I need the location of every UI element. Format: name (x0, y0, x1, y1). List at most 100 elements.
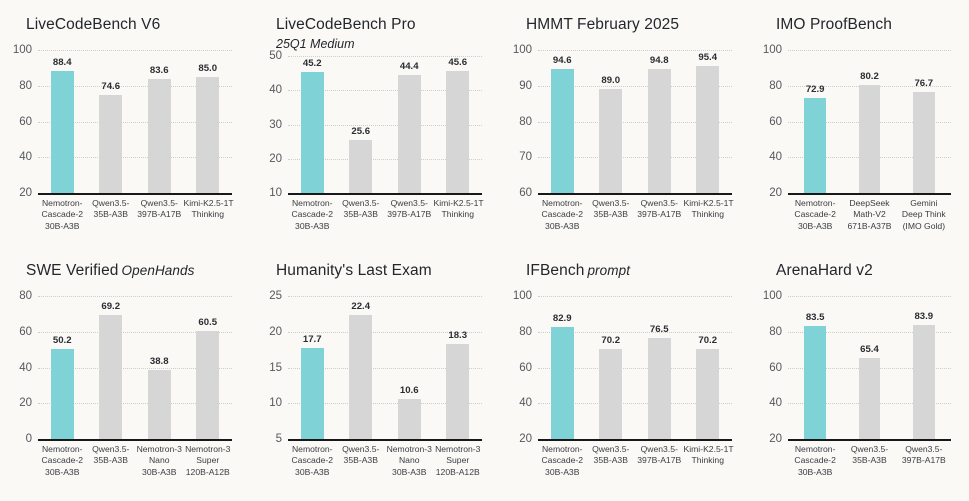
bar-value-label: 69.2 (101, 301, 121, 313)
chart-title: SWE Verified OpenHands (26, 262, 194, 280)
y-axis-tick-label: 30 (269, 118, 282, 131)
gridline (288, 158, 482, 160)
chart-title-qualifier: prompt (587, 263, 631, 278)
y-axis-tick-label: 100 (762, 290, 782, 302)
x-axis-category-label: Nemotron-3 Nano 30B-A3B (136, 444, 182, 477)
y-axis-tick-label: 20 (769, 187, 782, 199)
bar-value-label: 85.0 (198, 62, 218, 74)
gridline (538, 331, 732, 333)
y-axis-tick-label: 80 (769, 79, 782, 92)
chart-title-main: LiveCodeBench V6 (26, 16, 161, 33)
gridline (38, 331, 232, 333)
x-axis-category-label: Qwen3.5- 397B-A17B (387, 198, 432, 220)
x-axis-category-label: Qwen3.5- 397B-A17B (637, 444, 682, 466)
gridline (38, 121, 232, 123)
bar-value-label: 70.2 (698, 335, 718, 347)
bar: 18.3 (446, 330, 470, 439)
gridline (38, 296, 232, 297)
y-axis-tick-label: 50 (269, 50, 282, 62)
bar-value-label: 72.9 (805, 84, 825, 96)
bar-value-label: 89.0 (601, 75, 621, 87)
bar: 89.0 (599, 75, 623, 193)
gridline (538, 157, 732, 159)
gridline (288, 296, 482, 297)
bar: 65.4 (858, 344, 881, 439)
chart-title-main: IFBench (526, 262, 585, 279)
plot-area: 20 40 60 80 100 88.4 Nemotron- Cascade-2 30B-A3B… (13, 44, 234, 231)
bar-value-label: 94.6 (552, 55, 572, 67)
x-axis-category-label: Kimi-K2.5-1T Thinking (683, 444, 734, 466)
y-axis-tick-label: 40 (19, 151, 32, 164)
bar: 69.2 (99, 301, 123, 439)
gridline (288, 331, 482, 333)
bar-value-label: 45.2 (302, 58, 322, 70)
bar: 50.2 (50, 335, 74, 439)
bar-value-label: 25.6 (351, 125, 371, 137)
y-axis-tick-label: 40 (269, 84, 282, 97)
chart-title-main: IMO ProofBench (776, 16, 892, 33)
bar: 83.9 (912, 311, 935, 439)
bar-value-label: 44.4 (399, 61, 419, 73)
chart-panel: Humanity's Last Exam 5 10 15 20 25 17.7 Nemotro… (250, 246, 500, 501)
bar-value-label: 82.9 (552, 312, 572, 324)
gridline (538, 403, 732, 405)
x-axis-category-label: Qwen3.5- 35B-A3B (342, 444, 380, 466)
y-axis-tick-label: 10 (269, 397, 282, 410)
plot-area: 20 40 60 80 100 83.5 Nemotron- Cascade-2 30B-A3B… (763, 290, 951, 477)
bar-value-label: 94.8 (649, 54, 669, 66)
y-axis-tick-label: 20 (519, 433, 532, 445)
bar: 17.7 (300, 334, 324, 439)
x-axis-category-label: Nemotron- Cascade-2 30B-A3B (794, 198, 836, 231)
y-axis-tick-label: 0 (25, 433, 32, 445)
x-axis-category-label: Qwen3.5- 397B-A17B (637, 198, 682, 220)
bar: 45.6 (446, 57, 470, 193)
chart-panel: HMMT February 2025 60 70 80 90 100 94.6 Nemotro… (500, 0, 750, 246)
bar: 70.2 (599, 335, 623, 439)
gridline (38, 157, 232, 159)
gridline (538, 367, 732, 369)
plot-area: 20 40 60 80 100 82.9 Nemotron- Cascade-2 30B-A3B… (513, 290, 734, 477)
chart-title-main: SWE Verified (26, 262, 119, 279)
x-axis-category-label: Qwen3.5- 397B-A17B (901, 444, 946, 466)
gridline (288, 90, 482, 92)
gridline (38, 403, 232, 405)
y-axis-tick-label: 90 (519, 79, 532, 92)
gridline (538, 121, 732, 123)
gridline (788, 50, 951, 51)
bar-value-label: 38.8 (149, 355, 169, 367)
y-axis-tick-label: 60 (19, 115, 32, 128)
x-axis-category-label: Nemotron- Cascade-2 30B-A3B (794, 444, 836, 477)
gridline (288, 403, 482, 405)
x-axis-category-label: Nemotron- Cascade-2 30B-A3B (41, 198, 84, 231)
gridline (38, 50, 232, 51)
y-axis-tick-label: 15 (269, 361, 282, 374)
bar: 76.7 (912, 78, 935, 193)
chart-title-main: ArenaHard v2 (776, 262, 873, 279)
bar-value-label: 95.4 (698, 52, 718, 64)
bar-value-label: 18.3 (448, 329, 468, 341)
bar: 94.6 (550, 55, 574, 193)
bar-value-label: 22.4 (351, 300, 371, 312)
chart-panel: IFBench prompt 20 40 60 80 100 82.9 Nemotron- Cas… (500, 246, 750, 501)
x-axis-category-label: Qwen3.5- 35B-A3B (92, 444, 130, 466)
y-axis-tick-label: 5 (275, 433, 282, 445)
y-axis-tick-label: 60 (769, 361, 782, 374)
bar-value-label: 70.2 (601, 335, 621, 347)
bar: 45.2 (300, 58, 324, 193)
gridline (538, 85, 732, 87)
x-axis-category-label: Kimi-K2.5-1T Thinking (433, 198, 484, 220)
x-axis-category-label: Qwen3.5- 397B-A17B (137, 198, 182, 220)
gridline (288, 124, 482, 126)
plot-area: 20 40 60 80 100 72.9 Nemotron- Cascade-2 30B-A3B… (763, 44, 951, 231)
bar: 44.4 (397, 61, 421, 193)
gridline (288, 367, 482, 369)
chart-title: HMMT February 2025 (526, 16, 679, 34)
chart-panel: ArenaHard v2 20 40 60 80 100 83.5 Nemotron- Casc… (750, 246, 969, 501)
y-axis-tick-label: 40 (769, 151, 782, 164)
x-axis-category-label: Nemotron-3 Super 120B-A12B (435, 444, 481, 477)
x-axis-category-label: Kimi-K2.5-1T Thinking (683, 198, 734, 220)
chart-title: ArenaHard v2 (776, 262, 873, 280)
chart-title: IFBench prompt (526, 262, 630, 280)
chart-title: Humanity's Last Exam (276, 262, 432, 280)
